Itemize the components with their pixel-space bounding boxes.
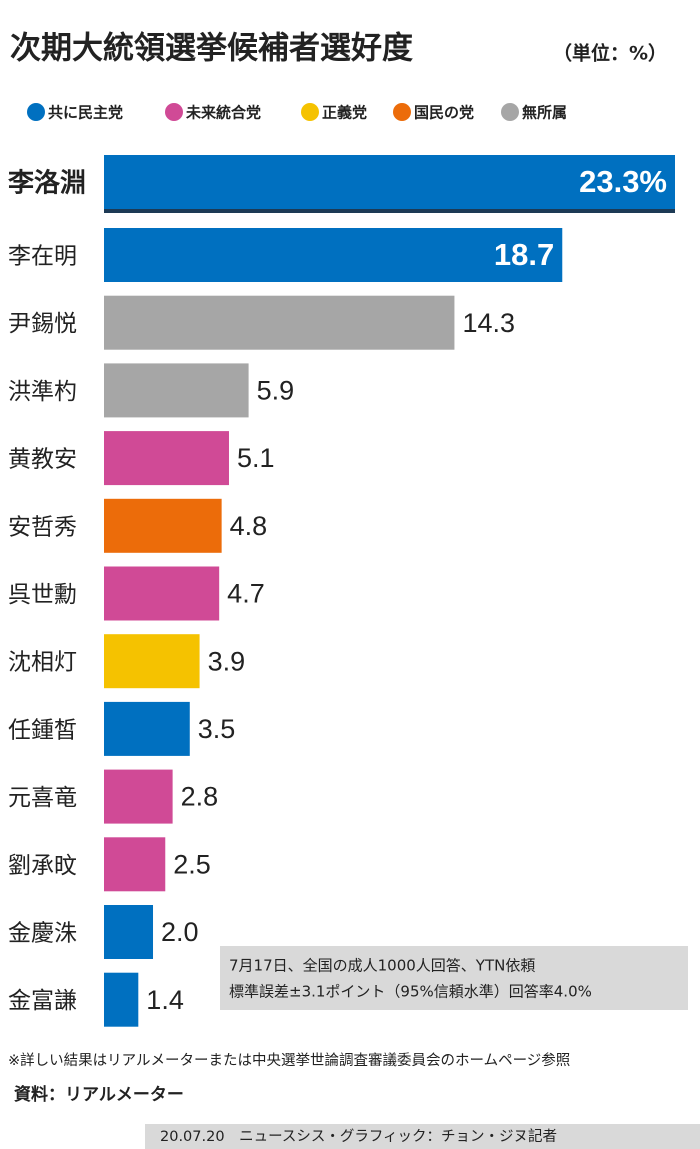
legend-label: 無所属	[522, 104, 567, 122]
bar	[104, 837, 166, 892]
legend-label: 正義党	[322, 104, 367, 122]
category-label: 任鍾皙	[8, 717, 77, 743]
credit: 20.07.20 ニュースシス・グラフィック：チョン・ジヌ記者	[160, 1128, 557, 1145]
chart-title: 次期大統領選挙候補者選好度	[10, 31, 413, 67]
value-label: 2.5	[173, 849, 211, 879]
legend-marker	[165, 103, 183, 121]
value-label: 2.8	[181, 782, 219, 812]
value-label: 5.9	[257, 376, 295, 406]
bar	[104, 155, 675, 209]
bar	[104, 363, 249, 418]
legend-marker	[301, 103, 319, 121]
category-label: 黄教安	[8, 447, 77, 473]
category-label: 元喜竜	[8, 785, 77, 811]
bar	[104, 972, 139, 1027]
chart-subtitle: （単位：%）	[553, 42, 667, 65]
value-label: 2.0	[161, 917, 199, 947]
legend-marker	[501, 103, 519, 121]
bar	[104, 228, 563, 282]
bar	[104, 701, 190, 756]
category-label: 呉世勳	[8, 582, 77, 608]
category-label: 李在明	[8, 244, 77, 270]
legend-label: 共に民主党	[48, 104, 123, 122]
note: 7月17日、全国の成人1000人回答、YTN依頼	[229, 957, 535, 975]
footnote: ※詳しい結果はリアルメーターまたは中央選挙世論調査審議委員会のホームページ参照	[8, 1051, 570, 1069]
bar	[104, 431, 229, 486]
category-label: 金慶洙	[8, 921, 77, 947]
legend-marker	[27, 103, 45, 121]
legend-label: 国民の党	[414, 104, 474, 122]
value-label: 18.7	[494, 237, 554, 272]
bar	[104, 769, 173, 824]
value-label: 1.4	[146, 985, 184, 1015]
legend-marker	[393, 103, 411, 121]
source: 資料：リアルメーター	[14, 1084, 184, 1105]
note: 標準誤差±3.1ポイント（95%信頼水準）回答率4.0%	[229, 983, 592, 1001]
value-label: 3.5	[198, 714, 236, 744]
value-label: 5.1	[237, 443, 275, 473]
category-label: 洪準杓	[8, 379, 77, 405]
category-label: 沈相灯	[8, 650, 77, 676]
bar	[104, 498, 222, 553]
category-label: 金富謙	[8, 988, 77, 1014]
value-label: 3.9	[208, 646, 246, 676]
value-label: 4.8	[230, 511, 268, 541]
category-label: 劉承旼	[8, 853, 77, 879]
bar	[104, 905, 154, 959]
value-label: 4.7	[227, 579, 265, 609]
credit-bar	[145, 1124, 700, 1149]
note-box	[220, 946, 688, 1010]
value-label: 14.3	[462, 308, 515, 338]
category-label: 李洛淵	[7, 168, 86, 199]
category-label: 安哲秀	[8, 514, 77, 540]
legend-label: 未来統合党	[185, 104, 261, 122]
bar	[104, 566, 220, 621]
value-label: 23.3%	[579, 164, 667, 199]
bar	[104, 634, 200, 689]
bar	[104, 295, 455, 350]
category-label: 尹錫悦	[8, 311, 77, 337]
